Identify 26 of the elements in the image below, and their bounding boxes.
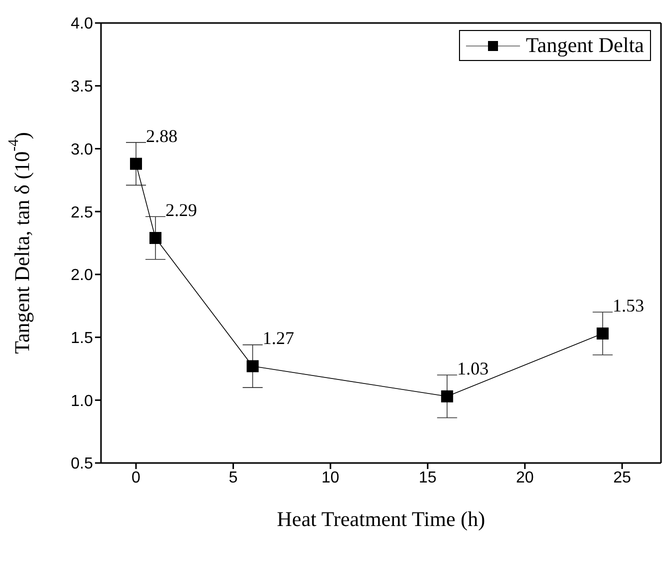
y-tick-label: 2.5 [70, 204, 94, 222]
y-tick-label: 1.5 [70, 330, 94, 347]
point [596, 328, 609, 340]
x-tick-label: 0 [132, 469, 141, 486]
x-tick-label: 25 [613, 469, 632, 486]
point [441, 390, 454, 402]
x-tick-label: 15 [418, 469, 437, 486]
data-label: 2.29 [165, 200, 197, 220]
data-label: 1.53 [612, 296, 644, 316]
y-tick-label: 0.5 [70, 456, 94, 473]
point [149, 232, 162, 244]
data-label: 2.88 [146, 126, 178, 146]
legend-label: Tangent Delta [526, 33, 644, 58]
point [246, 360, 259, 372]
y-tick-label: 4.0 [70, 16, 94, 33]
x-tick-label: 5 [228, 469, 238, 486]
data-label: 1.27 [262, 328, 294, 348]
point [130, 158, 142, 170]
y-tick-label: 1.0 [70, 392, 94, 410]
x-axis-title: Heat Treatment Time (h) [276, 507, 486, 531]
y-tick-label: 3.5 [70, 78, 94, 96]
data-label: 1.03 [457, 358, 489, 378]
y-tick-label: 3.0 [70, 141, 94, 158]
x-tick-label: 20 [516, 469, 534, 486]
y-tick-label: 2.0 [70, 267, 94, 284]
x-tick-label: 10 [322, 469, 340, 486]
